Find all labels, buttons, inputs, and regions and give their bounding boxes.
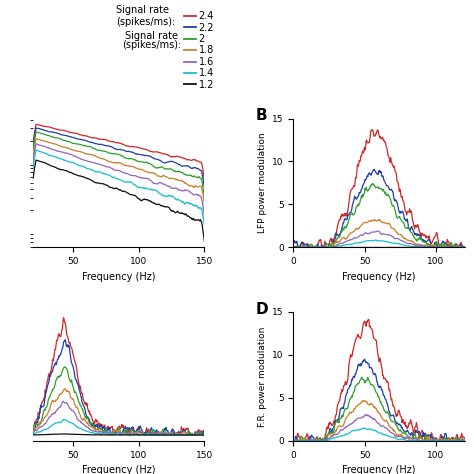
X-axis label: Frequency (Hz): Frequency (Hz)	[82, 465, 155, 474]
Text: (spikes/ms):: (spikes/ms):	[116, 17, 175, 27]
Text: D: D	[255, 301, 268, 317]
Text: (spikes/ms):: (spikes/ms):	[122, 40, 181, 50]
Y-axis label: F.R. power modulation: F.R. power modulation	[257, 326, 266, 427]
Text: Signal rate: Signal rate	[116, 5, 169, 15]
X-axis label: Frequency (Hz): Frequency (Hz)	[342, 465, 416, 474]
X-axis label: Frequency (Hz): Frequency (Hz)	[342, 272, 416, 282]
Y-axis label: LFP power modulation: LFP power modulation	[257, 133, 266, 233]
Text: Signal rate: Signal rate	[125, 31, 178, 41]
X-axis label: Frequency (Hz): Frequency (Hz)	[82, 272, 155, 282]
Legend: 2.4, 2.2, 2, 1.8, 1.6, 1.4, 1.2: 2.4, 2.2, 2, 1.8, 1.6, 1.4, 1.2	[180, 7, 218, 94]
Text: B: B	[255, 108, 267, 123]
